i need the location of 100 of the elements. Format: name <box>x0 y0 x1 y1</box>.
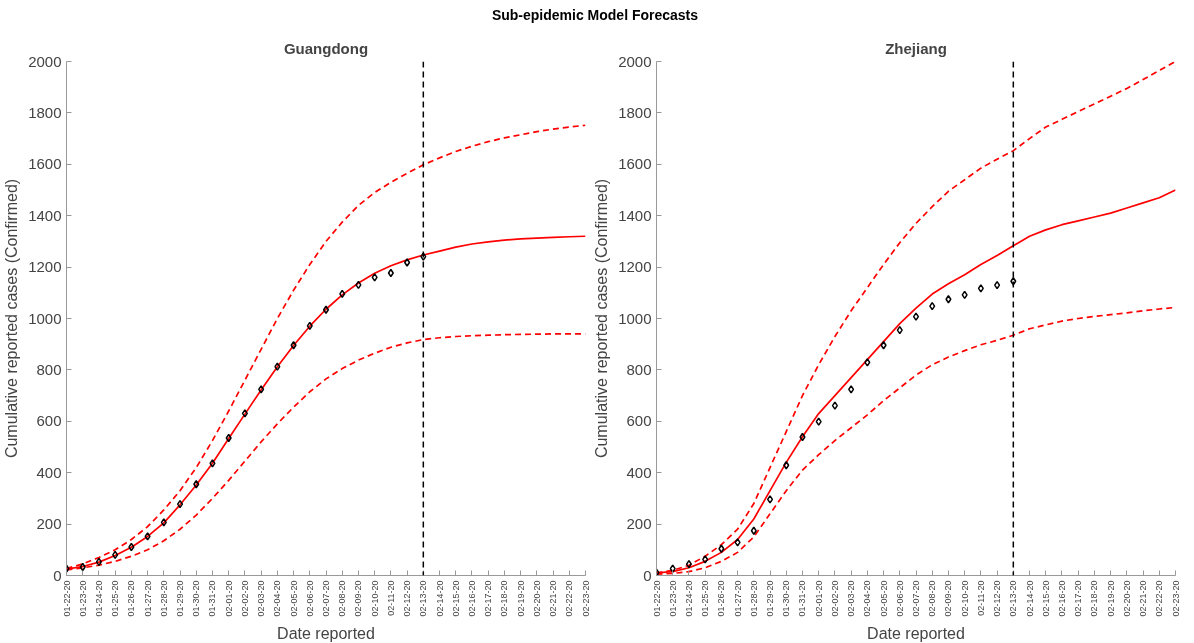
y-tick-label: 400 <box>36 463 62 481</box>
point <box>912 312 920 321</box>
x-tick-label: 02-12-20 <box>992 580 1003 617</box>
point <box>831 401 838 410</box>
text: Sub-epidemic Model Forecasts <box>491 6 699 25</box>
x-tick-label: 02-12-20 <box>402 580 413 617</box>
point <box>322 305 330 315</box>
y-tick-label: 0 <box>53 566 62 584</box>
x-tick-label: 02-18-20 <box>499 580 510 617</box>
x-tick-label: 02-11-20 <box>385 580 396 616</box>
x-tick-label: 02-02-20 <box>239 580 250 617</box>
point <box>160 518 167 527</box>
x-tick-label: 01-29-20 <box>765 580 776 617</box>
y-tick-label: 200 <box>36 515 62 533</box>
point <box>112 550 119 560</box>
y-tick-label: 1200 <box>28 258 62 276</box>
point <box>880 340 887 350</box>
point <box>766 495 774 504</box>
x-tick-label: 02-16-20 <box>466 580 477 617</box>
x-tick-label: 02-20-20 <box>531 580 542 617</box>
x-tick-label: 01-29-20 <box>175 580 186 617</box>
x-tick-label: 02-14-20 <box>1024 580 1035 617</box>
y-tick-label: 800 <box>36 360 62 378</box>
x-tick-label: 01-26-20 <box>126 580 137 617</box>
x-tick-label: 01-31-20 <box>797 580 808 617</box>
point <box>929 301 936 311</box>
x-tick-label: 02-08-20 <box>927 580 938 617</box>
x-tick-label: 02-21-20 <box>1138 580 1149 617</box>
x-tick-label: 02-06-20 <box>304 580 315 617</box>
x-tick-label: 02-03-20 <box>846 580 857 617</box>
x-tick-label: 01-24-20 <box>683 580 694 617</box>
y-tick-label: 1800 <box>618 103 652 121</box>
point <box>241 409 248 418</box>
point <box>734 538 741 547</box>
y-tick-label: 400 <box>626 463 652 481</box>
x-tick-label: 02-19-20 <box>515 580 526 617</box>
point <box>274 362 281 371</box>
x-tick-label: 02-09-20 <box>943 580 954 617</box>
x-tick-label: 02-07-20 <box>911 580 921 617</box>
x-tick-label: 02-08-20 <box>337 580 348 617</box>
y-tick-label: 1200 <box>618 258 652 276</box>
point <box>290 340 297 350</box>
x-tick-label: 01-30-20 <box>781 580 792 617</box>
x-tick-label: 02-10-20 <box>959 580 970 617</box>
x-tick-label: 02-02-20 <box>829 580 840 617</box>
x-tick-label: 02-10-20 <box>369 580 380 617</box>
y-tick-label: 600 <box>626 412 652 430</box>
chart-title: Zhejiang <box>885 39 947 57</box>
x-tick-label: 01-23-20 <box>77 580 88 617</box>
x-tick-label: 02-23-20 <box>580 580 591 617</box>
y-tick-label: 1000 <box>618 309 652 327</box>
x-tick-label: 02-06-20 <box>894 580 905 617</box>
x-tick-label: 02-22-20 <box>564 580 575 617</box>
y-tick-label: 1400 <box>618 206 652 224</box>
y-axis-title: Cumulative reported cases (Confirmed) <box>3 178 21 459</box>
x-tick-label: 01-28-20 <box>748 580 759 617</box>
point <box>371 273 378 282</box>
point <box>193 480 200 489</box>
y-tick-label: 2000 <box>28 52 62 70</box>
x-tick-label: 02-13-20 <box>1008 580 1019 617</box>
y-axis-title: Cumulative reported cases (Confirmed) <box>593 178 611 459</box>
x-tick-label: 02-23-20 <box>1170 580 1181 617</box>
point <box>750 526 757 536</box>
point <box>404 258 411 267</box>
x-tick-label: 01-22-20 <box>651 580 662 617</box>
point <box>339 289 346 299</box>
point <box>95 557 103 567</box>
x-tick-label: 02-17-20 <box>483 580 494 617</box>
point <box>79 562 86 572</box>
x-tick-label: 01-28-20 <box>158 580 169 617</box>
x-axis-title: Date reported <box>867 624 965 642</box>
point <box>355 280 362 290</box>
y-tick-label: 600 <box>36 412 62 430</box>
point <box>128 542 135 552</box>
x-tick-label: 01-26-20 <box>716 580 727 617</box>
x-tick-label: 02-15-20 <box>1040 580 1051 617</box>
y-tick-label: 200 <box>626 515 652 533</box>
x-tick-label: 02-07-20 <box>321 580 331 617</box>
x-tick-label: 01-25-20 <box>700 580 711 617</box>
x-tick-label: 01-24-20 <box>93 580 104 617</box>
x-tick-label: 02-05-20 <box>878 580 889 617</box>
point <box>685 559 693 569</box>
x-tick-label: 02-11-20 <box>975 580 986 616</box>
x-tick-label: 01-22-20 <box>61 580 72 617</box>
y-tick-label: 0 <box>643 566 652 584</box>
point <box>144 532 151 541</box>
y-tick-label: 2000 <box>618 52 652 70</box>
x-tick-label: 02-04-20 <box>272 580 283 617</box>
x-tick-label: 02-15-20 <box>450 580 461 617</box>
y-tick-label: 1800 <box>28 103 62 121</box>
x-tick-label: 02-01-20 <box>223 580 234 617</box>
point <box>815 417 822 426</box>
point <box>783 461 790 470</box>
x-axis-title: Date reported <box>277 624 375 642</box>
point <box>225 433 232 443</box>
x-tick-label: 01-23-20 <box>667 580 678 617</box>
x-tick-label: 02-17-20 <box>1073 580 1084 617</box>
point <box>896 325 903 335</box>
point <box>945 294 952 304</box>
point <box>176 499 184 509</box>
